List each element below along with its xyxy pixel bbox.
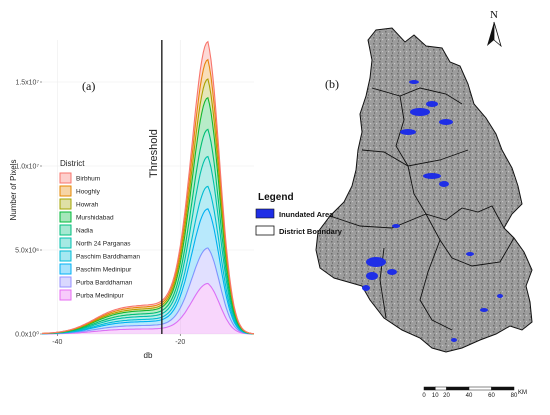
scale-segment bbox=[446, 386, 470, 391]
scale-unit: KM bbox=[518, 390, 527, 396]
legend-label: Paschim Medinipur bbox=[76, 267, 132, 274]
map-legend: Legend Inundated Area District Boundary bbox=[255, 192, 343, 236]
x-tick-label: -20 bbox=[175, 339, 185, 346]
scale-labels: 0 10 20 40 60 80 bbox=[422, 393, 518, 399]
map-legend-title: Legend bbox=[258, 192, 294, 203]
scale-label: 10 bbox=[432, 393, 439, 399]
legend-label: Paschim Barddhaman bbox=[76, 254, 140, 261]
legend-label: North 24 Parganas bbox=[76, 241, 131, 248]
line-purba-medinipur bbox=[42, 282, 255, 335]
scale-label: 60 bbox=[488, 393, 495, 399]
y-axis-title: Number of Pixels bbox=[9, 160, 18, 221]
series-areas bbox=[41, 40, 255, 335]
scale-label: 20 bbox=[443, 393, 450, 399]
inundated-swatch bbox=[255, 208, 275, 219]
legend-swatch bbox=[59, 224, 72, 236]
legend-label: Murshidabad bbox=[76, 215, 114, 222]
scale-segment bbox=[491, 386, 515, 391]
legend-swatch bbox=[59, 263, 72, 275]
scale-segment bbox=[468, 386, 492, 391]
map-legend-inundated: Inundated Area bbox=[279, 210, 334, 219]
legend-swatch bbox=[59, 289, 72, 301]
legend-swatch bbox=[59, 172, 72, 184]
x-tick-label: -40 bbox=[52, 339, 62, 346]
district-boundary-swatch bbox=[255, 225, 275, 236]
legend-label: Purba Medinipur bbox=[76, 293, 125, 300]
legend-swatch bbox=[59, 211, 72, 223]
legend-swatch bbox=[59, 276, 72, 288]
north-arrow-icon: N bbox=[487, 9, 502, 48]
scale-bar: 0 10 20 40 60 80 KM bbox=[422, 386, 527, 399]
threshold-label: Threshold bbox=[148, 129, 160, 178]
map-land bbox=[315, 27, 533, 353]
legend-label: Howrah bbox=[76, 202, 99, 209]
line-north-24-parganas bbox=[42, 155, 255, 335]
density-chart: Threshold (a) 0.0x10⁰ 5.0x10⁶ 1.0x10⁷ 1.5x1… bbox=[9, 40, 255, 360]
scale-label: 80 bbox=[511, 393, 518, 399]
map-legend-district: District Boundary bbox=[279, 227, 343, 236]
legend-swatch bbox=[59, 185, 72, 197]
y-tick-label: 1.5x10⁷ bbox=[15, 80, 39, 87]
district-boundaries bbox=[329, 87, 515, 331]
y-tick-label: 1.0x10⁷ bbox=[15, 164, 39, 171]
panel-b-label: (b) bbox=[325, 77, 339, 91]
legend-label: Nadia bbox=[76, 228, 93, 235]
area-paschim-medinipur bbox=[42, 208, 254, 334]
x-axis-ticks: -40 -20 bbox=[52, 334, 185, 346]
legend-label: Hooghly bbox=[76, 189, 101, 196]
north-label: N bbox=[490, 9, 498, 21]
area-purba-barddhaman bbox=[42, 248, 254, 334]
legend-label: Birbhum bbox=[76, 176, 100, 183]
line-paschim-barddhaman bbox=[42, 185, 255, 335]
scale-segments bbox=[423, 386, 515, 391]
legend-swatch bbox=[59, 250, 72, 262]
scale-label: 40 bbox=[466, 393, 473, 399]
panel-a-label: (a) bbox=[82, 79, 95, 93]
inundated-patches bbox=[362, 80, 503, 342]
scale-label: 0 bbox=[422, 393, 426, 399]
y-axis-ticks: 0.0x10⁰ 5.0x10⁶ 1.0x10⁷ 1.5x10⁷ bbox=[15, 80, 42, 339]
line-birbhum bbox=[41, 40, 255, 335]
y-tick-label: 0.0x10⁰ bbox=[15, 331, 39, 339]
legend-label: Purba Barddhaman bbox=[76, 280, 133, 287]
x-axis-title: db bbox=[144, 351, 153, 360]
map-panel: (b) N bbox=[255, 9, 533, 399]
scale-segment bbox=[423, 386, 436, 391]
gridlines bbox=[42, 40, 254, 335]
line-nadia bbox=[41, 128, 255, 335]
legend-title: District bbox=[60, 159, 85, 168]
area-north-24-parganas bbox=[42, 156, 254, 334]
area-purba-medinipur bbox=[42, 283, 254, 334]
legend-swatch bbox=[59, 237, 72, 249]
line-purba-barddhaman bbox=[42, 247, 254, 335]
scale-segment bbox=[435, 386, 447, 391]
legend-items: Birbhum Hooghly Howrah Murshidabad Nadia Nort… bbox=[59, 172, 140, 301]
y-tick-label: 5.0x10⁶ bbox=[15, 248, 39, 255]
study-area-map bbox=[315, 27, 533, 353]
legend-swatch bbox=[59, 198, 72, 210]
chart-legend: District Birbhum Hooghly Howrah Murshidabad… bbox=[59, 159, 140, 301]
